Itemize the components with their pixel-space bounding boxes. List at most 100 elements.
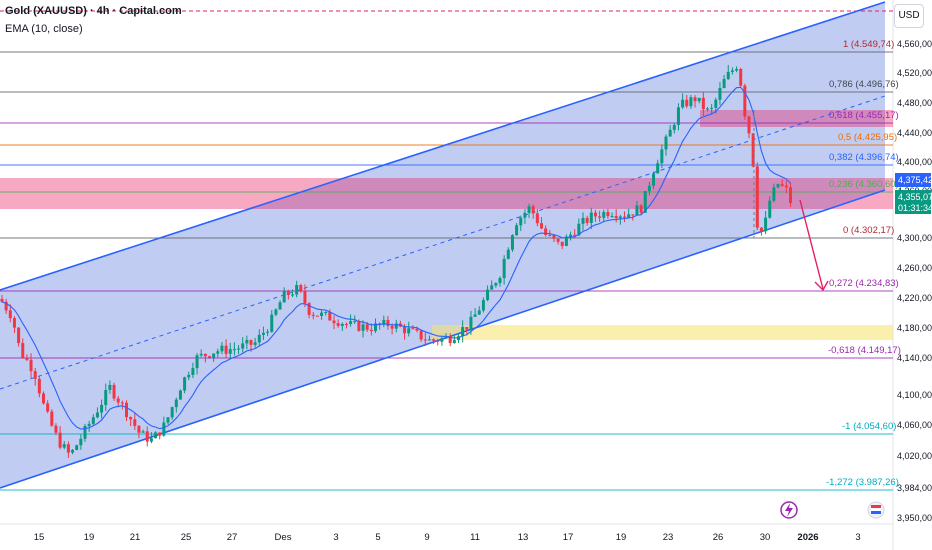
candle-body: [83, 426, 87, 439]
candle-body: [394, 323, 398, 329]
candle-body: [452, 340, 456, 344]
indicator-label[interactable]: EMA (10, close): [5, 23, 83, 35]
candle-body: [755, 166, 759, 228]
candles: [0, 65, 792, 458]
time-tick-label: 19: [616, 532, 627, 543]
candle-body: [639, 205, 643, 213]
candle-body: [573, 234, 577, 236]
candle-body: [631, 214, 635, 216]
candle-body: [365, 324, 369, 330]
currency-button[interactable]: USD: [894, 4, 924, 28]
candle-body: [494, 283, 498, 286]
candle-body: [714, 99, 718, 108]
candle-body: [261, 332, 265, 335]
time-tick-label: 3: [855, 532, 860, 543]
time-tick-label: 3: [333, 532, 338, 543]
candle-body: [660, 149, 664, 164]
candle-body: [759, 227, 763, 232]
symbol-title[interactable]: Gold (XAUUSD) · 4h · Capital.com: [5, 5, 182, 17]
fib-level-label: 0,236 (4.360,60): [829, 179, 899, 190]
candle-body: [133, 419, 137, 426]
candle-body: [552, 235, 556, 239]
price-tick-label: 4,060,00: [897, 420, 932, 430]
candle-body: [295, 285, 299, 295]
time-tick-label: 19: [84, 532, 95, 543]
candle-body: [697, 97, 701, 102]
candle-body: [154, 432, 158, 439]
candle-body: [332, 320, 336, 324]
flag-stripe: [871, 511, 881, 514]
candle-body: [747, 116, 751, 134]
candle-body: [764, 217, 768, 232]
fib-level-label: 0,5 (4.425,95): [838, 132, 897, 143]
candle-body: [241, 343, 245, 349]
time-tick-label: 2026: [797, 532, 818, 543]
candle-body: [784, 185, 788, 188]
candle-body: [340, 323, 344, 326]
candle-body: [108, 384, 112, 390]
candle-body: [544, 228, 548, 235]
time-tick-label: 15: [34, 532, 45, 543]
candle-body: [95, 412, 99, 418]
lightning-icon[interactable]: [780, 501, 798, 519]
candle-body: [141, 431, 145, 433]
candle-body: [693, 97, 697, 102]
candle-body: [129, 417, 133, 420]
candle-body: [548, 234, 552, 236]
candle-body: [125, 402, 128, 418]
candle-body: [465, 327, 469, 330]
candle-body: [668, 129, 672, 137]
candle-body: [386, 319, 390, 326]
candle-body: [374, 323, 377, 332]
candle-body: [62, 444, 66, 448]
candle-body: [100, 404, 104, 413]
candle-body: [4, 301, 8, 311]
candle-body: [602, 211, 606, 218]
candle-body: [589, 212, 593, 223]
flag-icon[interactable]: [867, 501, 885, 519]
fib-level-label: 0 (4.302,17): [843, 225, 894, 236]
candle-body: [291, 294, 294, 296]
candle-body: [477, 310, 481, 315]
candle-body: [706, 108, 709, 110]
price-tick-label: 4,520,00: [897, 68, 932, 78]
candle-body: [66, 444, 70, 453]
candle-body: [735, 68, 739, 71]
candle-body: [423, 339, 427, 341]
candle-body: [282, 290, 286, 303]
candle-body: [91, 417, 95, 424]
candle-body: [556, 238, 560, 242]
time-tick-label: 21: [130, 532, 141, 543]
candle-body: [349, 321, 353, 324]
candle-body: [17, 327, 21, 344]
candle-body: [419, 330, 423, 340]
fib-level-label: -1 (4.054,60): [842, 421, 896, 432]
channel-upper-line: [0, 1, 886, 291]
price-tick-label: 4,140,00: [897, 353, 932, 363]
candle-body: [382, 319, 386, 325]
candle-body: [54, 425, 58, 433]
candle-body: [643, 191, 647, 213]
candle-body: [722, 79, 726, 89]
candle-body: [166, 417, 170, 423]
candle-body: [112, 384, 116, 399]
candle-body: [490, 285, 494, 290]
candle-body: [50, 411, 54, 426]
price-tick-label: 4,220,00: [897, 293, 932, 303]
candle-body: [473, 314, 477, 317]
candle-body: [357, 320, 361, 331]
candle-body: [506, 249, 510, 259]
candle-body: [598, 216, 602, 218]
price-tick-label: 4,480,00: [897, 98, 932, 108]
candle-body: [232, 349, 236, 351]
bar-countdown: 01:31:34: [898, 203, 932, 213]
candle-body: [71, 449, 75, 453]
candle-body: [33, 371, 37, 379]
candle-body: [618, 216, 622, 219]
candle-body: [187, 374, 191, 378]
candle-body: [278, 302, 282, 310]
candle-body: [87, 423, 91, 427]
candle-body: [249, 340, 253, 345]
fib-level-label: 0,382 (4.396,74): [829, 152, 899, 163]
